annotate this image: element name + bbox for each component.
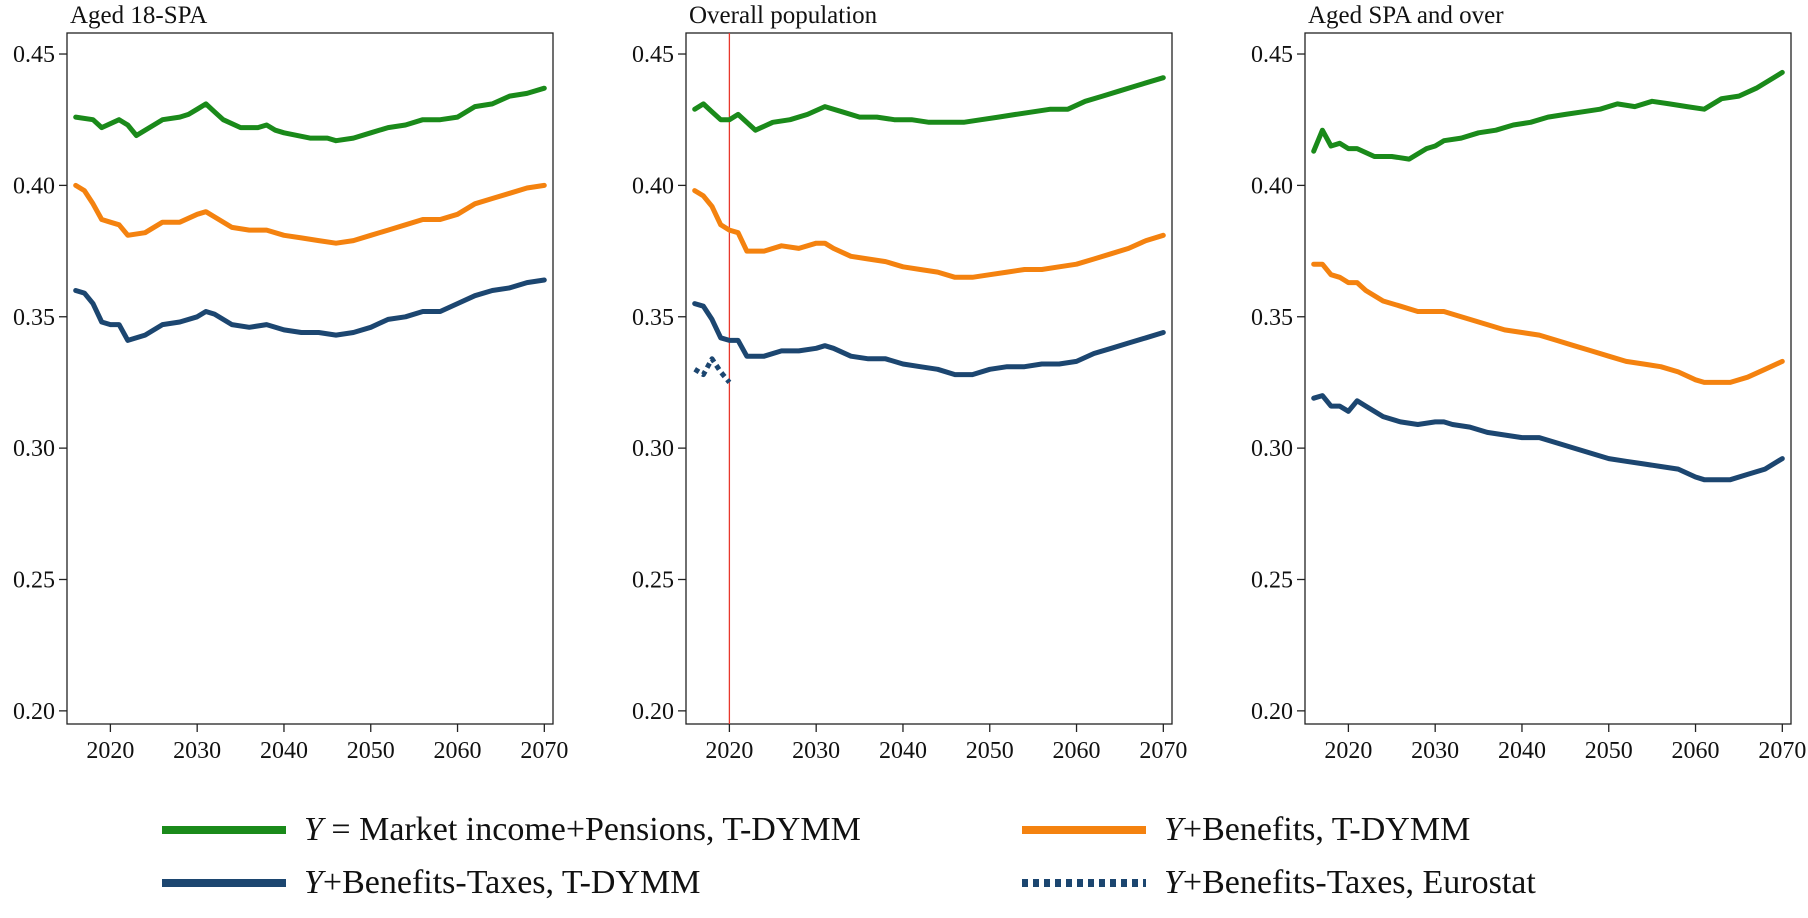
y-tick-label: 0.35 xyxy=(1251,305,1293,331)
legend: Y = Market income+Pensions, T-DYMM Y+Bene… xyxy=(162,811,1536,901)
y-tick-label: 0.20 xyxy=(1251,699,1293,725)
y-tick-label: 0.40 xyxy=(13,173,55,199)
y-tick-label: 0.45 xyxy=(13,42,55,68)
x-tick-label: 2050 xyxy=(1585,738,1633,764)
y-tick-label: 0.35 xyxy=(13,305,55,331)
legend-label: Y+Benefits-Taxes, T-DYMM xyxy=(304,864,700,901)
x-tick-label: 2070 xyxy=(520,738,568,764)
x-tick-label: 2020 xyxy=(86,738,134,764)
x-tick-label: 2020 xyxy=(705,738,753,764)
series-line-2 xyxy=(73,182,547,246)
y-tick-label: 0.40 xyxy=(1251,173,1293,199)
x-tick-label: 2040 xyxy=(879,738,927,764)
y-tick-label: 0.20 xyxy=(632,699,674,725)
y-tick-label: 0.20 xyxy=(13,699,55,725)
legend-item: Y = Market income+Pensions, T-DYMM xyxy=(162,811,861,848)
y-tick-label: 0.45 xyxy=(632,42,674,68)
y-tick-label: 0.25 xyxy=(1251,567,1293,593)
x-tick-label: 2040 xyxy=(260,738,308,764)
x-tick-label: 2060 xyxy=(1053,738,1101,764)
series-line-3 xyxy=(1311,393,1785,483)
y-tick-label: 0.30 xyxy=(1251,436,1293,462)
legend-label-symbol: Y xyxy=(304,811,326,848)
legend-item: Y+Benefits-Taxes, Eurostat xyxy=(1022,864,1536,901)
series-line-eurostat xyxy=(693,356,732,384)
panel-title: Overall population xyxy=(689,2,878,29)
x-tick-label: 2060 xyxy=(1672,738,1720,764)
chart-panel-3: Aged SPA and over 0.20 0.25 0.30 0.35 0.40 0.4… xyxy=(1251,2,1806,764)
x-tick-label: 2030 xyxy=(792,738,840,764)
legend-label-text: +Benefits, T-DYMM xyxy=(1183,811,1470,848)
series-line-1 xyxy=(73,85,547,144)
legend-label-symbol: Y xyxy=(1164,811,1186,848)
legend-label: Y+Benefits-Taxes, Eurostat xyxy=(1164,864,1536,901)
x-tick-label: 2060 xyxy=(434,738,482,764)
plot-frame xyxy=(1304,32,1792,725)
series-line-1 xyxy=(1311,69,1785,162)
series-line-3 xyxy=(692,301,1166,378)
x-tick-label: 2070 xyxy=(1139,738,1187,764)
legend-label-text: +Benefits-Taxes, T-DYMM xyxy=(323,864,701,901)
x-tick-label: 2050 xyxy=(347,738,395,764)
series-line-2 xyxy=(692,188,1166,280)
y-tick-label: 0.30 xyxy=(632,436,674,462)
y-tick-label: 0.30 xyxy=(13,436,55,462)
y-tick-label: 0.45 xyxy=(1251,42,1293,68)
legend-label-text: +Benefits-Taxes, Eurostat xyxy=(1183,864,1536,901)
series-line-3 xyxy=(73,277,547,343)
panel-title: Aged 18-SPA xyxy=(70,2,207,29)
legend-item: Y+Benefits-Taxes, T-DYMM xyxy=(162,864,700,901)
legend-label-symbol: Y xyxy=(1164,864,1186,901)
legend-label: Y = Market income+Pensions, T-DYMM xyxy=(304,811,861,848)
legend-item: Y+Benefits, T-DYMM xyxy=(1022,811,1470,848)
panel-title: Aged SPA and over xyxy=(1308,2,1504,29)
y-tick-label: 0.25 xyxy=(13,567,55,593)
x-tick-label: 2050 xyxy=(966,738,1014,764)
legend-label-symbol: Y xyxy=(304,864,326,901)
legend-label-text: = Market income+Pensions, T-DYMM xyxy=(323,811,861,848)
x-tick-label: 2030 xyxy=(1411,738,1459,764)
y-tick-label: 0.40 xyxy=(632,173,674,199)
chart-panel-1: Aged 18-SPA 0.20 0.25 0.30 0.35 0.40 0.45 2020 2… xyxy=(13,2,568,764)
series-line-1 xyxy=(692,75,1166,133)
y-tick-label: 0.35 xyxy=(632,305,674,331)
chart-panel-2: Overall population 0.20 0.25 0.30 0.35 0.40 0.… xyxy=(632,2,1187,764)
series-line-2 xyxy=(1311,261,1785,385)
legend-label: Y+Benefits, T-DYMM xyxy=(1164,811,1470,848)
x-tick-label: 2070 xyxy=(1758,738,1806,764)
plot-frame xyxy=(66,32,554,725)
y-tick-label: 0.25 xyxy=(632,567,674,593)
plot-frame xyxy=(685,32,1173,725)
x-tick-label: 2040 xyxy=(1498,738,1546,764)
x-tick-label: 2020 xyxy=(1324,738,1372,764)
x-tick-label: 2030 xyxy=(173,738,221,764)
